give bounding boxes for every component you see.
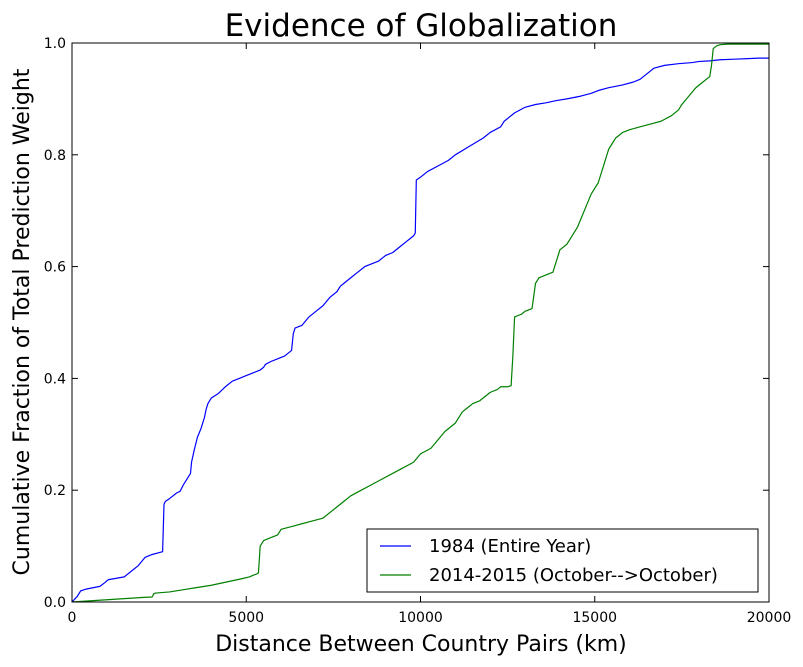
y-tick-label: 0.8 xyxy=(44,148,66,164)
plot-area: 0 5000 10000 15000 20000 0.0 0.2 0.4 0.6 0.8 1.0 19… xyxy=(44,36,792,626)
series-line-0 xyxy=(72,57,769,602)
y-axis-label: Cumulative Fraction of Total Prediction … xyxy=(10,68,35,575)
legend-label-0: 1984 (Entire Year) xyxy=(429,536,591,557)
y-tick-label: 0.6 xyxy=(44,260,66,276)
x-tick-label: 10000 xyxy=(398,610,443,626)
x-tick-label: 20000 xyxy=(747,610,792,626)
x-tick-label: 0 xyxy=(68,610,77,626)
legend-box xyxy=(366,528,759,593)
legend: 1984 (Entire Year) 2014-2015 (October-->O… xyxy=(366,528,759,593)
chart-title: Evidence of Globalization xyxy=(225,8,618,44)
y-tick-label: 0.0 xyxy=(44,595,66,611)
legend-label-1: 2014-2015 (October-->October) xyxy=(429,565,718,586)
series-line-1 xyxy=(72,43,769,602)
y-tick-label: 0.2 xyxy=(44,483,66,499)
x-tick-label: 15000 xyxy=(572,610,617,626)
y-tick-label: 1.0 xyxy=(44,36,66,52)
y-tick-label: 0.4 xyxy=(44,371,66,387)
x-tick-label: 5000 xyxy=(228,610,264,626)
x-axis-label: Distance Between Country Pairs (km) xyxy=(215,632,627,657)
